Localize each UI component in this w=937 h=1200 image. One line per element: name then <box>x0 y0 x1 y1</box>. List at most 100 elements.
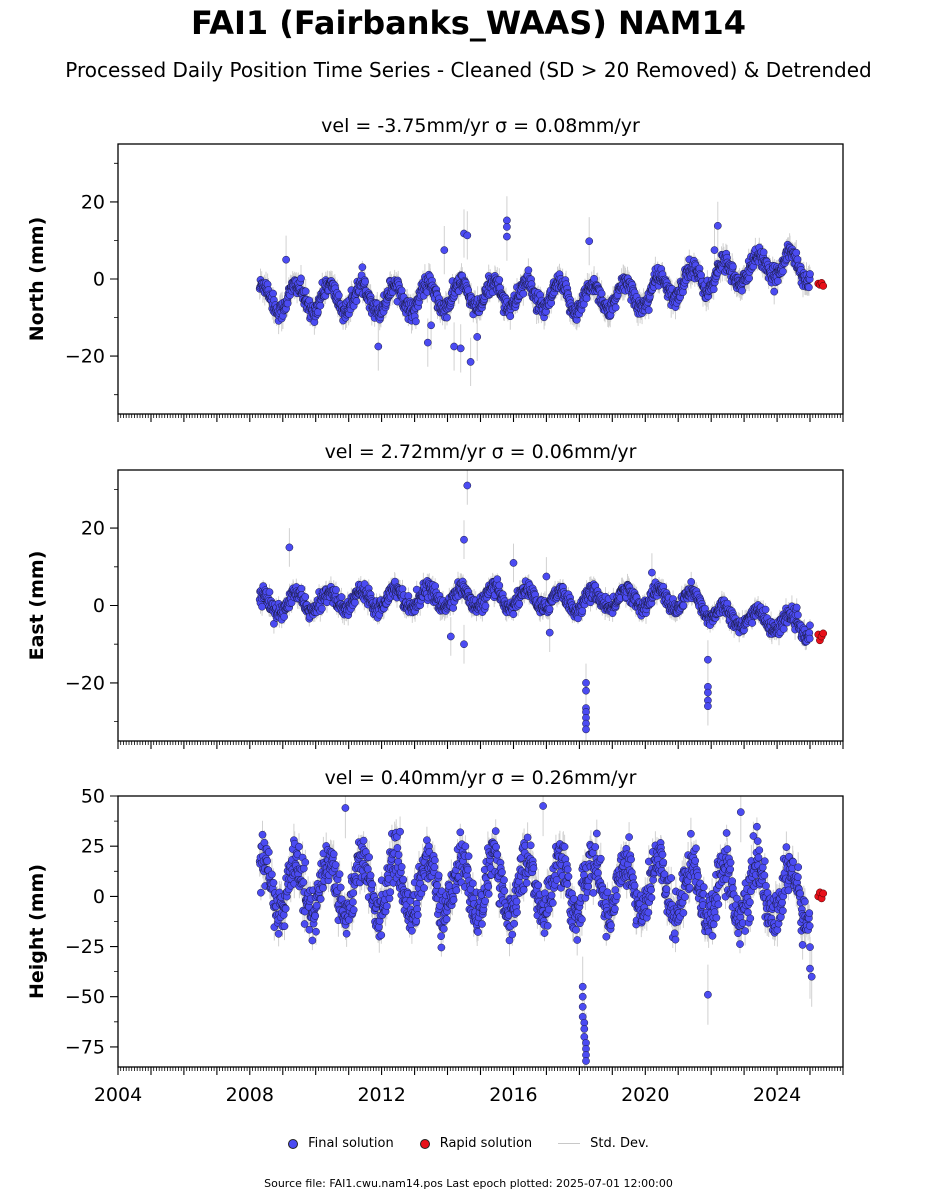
final-point <box>709 285 718 294</box>
final-point <box>481 602 490 610</box>
final-point <box>430 863 439 871</box>
final-point <box>456 828 465 837</box>
height-x-minor-ticks <box>120 1067 841 1071</box>
final-point <box>301 858 310 867</box>
final-point <box>420 884 428 892</box>
final-point <box>374 342 383 351</box>
final-point <box>469 879 477 888</box>
final-point <box>627 855 635 864</box>
final-point <box>794 873 802 881</box>
final-point <box>524 266 533 275</box>
final-point <box>789 857 797 866</box>
final-point <box>268 870 276 879</box>
final-point <box>534 881 543 890</box>
final-point <box>503 223 511 231</box>
final-point <box>647 886 655 894</box>
final-point <box>733 894 741 903</box>
y-tick-label: −50 <box>65 986 105 1008</box>
north-panel-title: vel = -3.75mm/yr σ = 0.08mm/yr <box>321 115 640 137</box>
figure-subtitle: Processed Daily Position Time Series - C… <box>65 58 872 82</box>
final-point <box>806 270 814 278</box>
final-point <box>495 276 504 284</box>
final-point <box>300 920 309 928</box>
final-point <box>377 931 386 939</box>
final-point <box>746 914 755 923</box>
final-point <box>437 943 446 952</box>
final-point <box>512 897 521 906</box>
height-plot-area <box>255 796 828 1067</box>
y-tick-label: 20 <box>81 518 105 540</box>
final-point <box>506 312 515 321</box>
final-point <box>592 829 601 838</box>
panel-east: −20 0 20 vel = 2.72mm/yr σ = 0.06mm/yr East … <box>26 441 844 749</box>
final-point <box>723 845 732 853</box>
final-point <box>687 578 696 586</box>
final-point <box>644 306 653 314</box>
legend: Final solution Rapid solution Std. Dev. <box>0 1136 937 1151</box>
final-point <box>449 896 458 904</box>
final-point <box>503 232 511 241</box>
x-tick-label: 2020 <box>621 1084 669 1106</box>
final-point <box>282 255 290 264</box>
rapid-point <box>819 889 828 898</box>
final-point <box>658 850 667 859</box>
final-point <box>331 861 340 869</box>
rapid-solution-marker-icon <box>419 1138 430 1149</box>
final-point <box>463 865 472 874</box>
final-point <box>805 909 814 917</box>
final-point <box>773 926 782 934</box>
final-point <box>498 868 506 877</box>
final-point <box>433 881 441 890</box>
final-point <box>513 908 521 917</box>
final-point <box>393 844 402 852</box>
final-point <box>311 912 320 920</box>
final-point <box>662 885 671 893</box>
final-point <box>679 288 687 296</box>
final-point <box>398 585 407 593</box>
final-point <box>318 604 326 613</box>
final-point <box>264 848 273 856</box>
final-point <box>365 853 373 862</box>
final-point <box>704 702 712 711</box>
north-plot-area <box>255 196 828 386</box>
final-point <box>529 864 538 873</box>
final-point <box>607 921 615 930</box>
final-point <box>269 289 277 298</box>
final-point <box>396 827 404 836</box>
final-point <box>648 568 656 577</box>
height-y-axis-label: Height (mm) <box>26 864 48 999</box>
figure-title: FAI1 (Fairbanks_WAAS) NAM14 <box>191 4 746 42</box>
y-tick-label: 0 <box>93 269 105 291</box>
final-point <box>519 885 528 894</box>
height-y-major-ticks <box>110 795 118 1048</box>
final-point <box>582 725 590 734</box>
final-point <box>460 535 468 544</box>
final-point <box>692 844 700 853</box>
final-point <box>591 843 600 851</box>
final-point <box>573 936 582 944</box>
final-point <box>440 246 449 254</box>
final-point <box>760 871 769 880</box>
final-point <box>509 559 518 567</box>
final-point <box>792 248 801 257</box>
std-dev-line-icon <box>558 1143 581 1144</box>
final-point <box>456 344 465 353</box>
final-point <box>585 237 594 246</box>
final-point <box>301 287 310 296</box>
x-tick-label: 2012 <box>357 1084 405 1106</box>
final-point <box>263 857 272 865</box>
final-point <box>500 887 509 895</box>
final-point <box>382 902 391 910</box>
legend-rapid: Rapid solution <box>419 1136 532 1151</box>
height-final-solution-points <box>255 802 816 1065</box>
final-point <box>359 836 368 845</box>
final-point <box>736 808 745 816</box>
final-point <box>796 889 805 898</box>
final-point <box>729 262 737 271</box>
final-point <box>434 871 443 880</box>
final-point <box>257 888 265 897</box>
final-point <box>755 846 764 855</box>
final-point <box>704 688 712 697</box>
panel-north: −20 0 20 vel = -3.75mm/yr σ = 0.08mm/yr Nort… <box>26 115 844 422</box>
final-point <box>714 900 723 909</box>
